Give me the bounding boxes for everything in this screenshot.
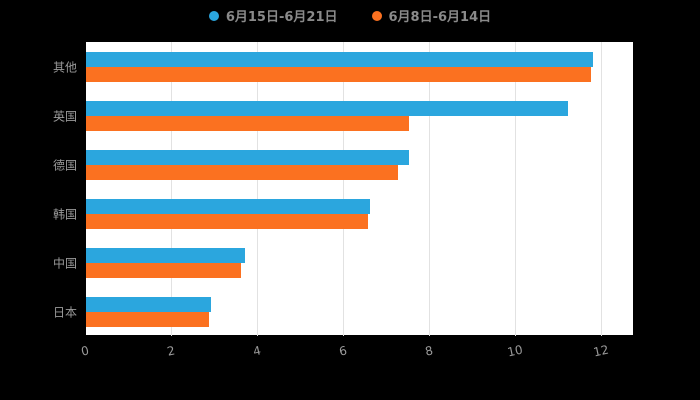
legend-item-week2[interactable]: 6月15日-6月21日 [208,6,338,25]
legend-label-week2: 6月15日-6月21日 [225,10,338,25]
bar-日本-series0[interactable] [86,296,211,312]
plot-area [85,42,633,336]
legend-marker-blue-icon [208,10,219,21]
bar-日本-series1[interactable] [86,311,209,327]
bar-中国-series1[interactable] [86,262,241,278]
y-axis-label-德国: 德国 [52,158,77,172]
y-axis-label-日本: 日本 [52,305,77,319]
bar-韩国-series1[interactable] [86,213,368,229]
legend: 6月15日-6月21日 6月8日-6月14日 [0,6,700,25]
x-axis-tick-12: 12 [592,342,610,360]
x-axis-tick-0: 0 [79,343,91,359]
x-axis-line [85,335,633,336]
y-axis-label-其他: 其他 [52,60,77,74]
x-axis-tick-10: 10 [506,342,524,360]
bar-英国-series0[interactable] [86,100,568,116]
y-axis-label-韩国: 韩国 [52,207,77,221]
bar-德国-series1[interactable] [86,164,398,180]
bar-其他-series0[interactable] [86,51,594,67]
gridline-x-6 [343,42,344,336]
gridline-x-2 [171,42,172,336]
bar-中国-series0[interactable] [86,247,246,263]
y-axis-line [85,42,86,336]
x-axis-tick-6: 6 [337,343,349,359]
legend-label-week1: 6月8日-6月14日 [388,10,492,25]
y-axis-label-中国: 中国 [52,256,77,270]
legend-item-week1[interactable]: 6月8日-6月14日 [371,6,492,25]
gridline-x-4 [257,42,258,336]
gridline-x-8 [429,42,430,336]
x-axis-tick-4: 4 [251,343,263,359]
gridline-x-12 [601,42,602,336]
bar-其他-series1[interactable] [86,66,592,82]
bar-德国-series0[interactable] [86,149,409,165]
x-axis-tick-2: 2 [165,343,177,359]
gridline-x-10 [515,42,516,336]
legend-marker-orange-icon [371,10,382,21]
y-axis-label-英国: 英国 [52,109,77,123]
bar-英国-series1[interactable] [86,115,409,131]
x-axis-tick-8: 8 [423,343,435,359]
bar-韩国-series0[interactable] [86,198,370,214]
